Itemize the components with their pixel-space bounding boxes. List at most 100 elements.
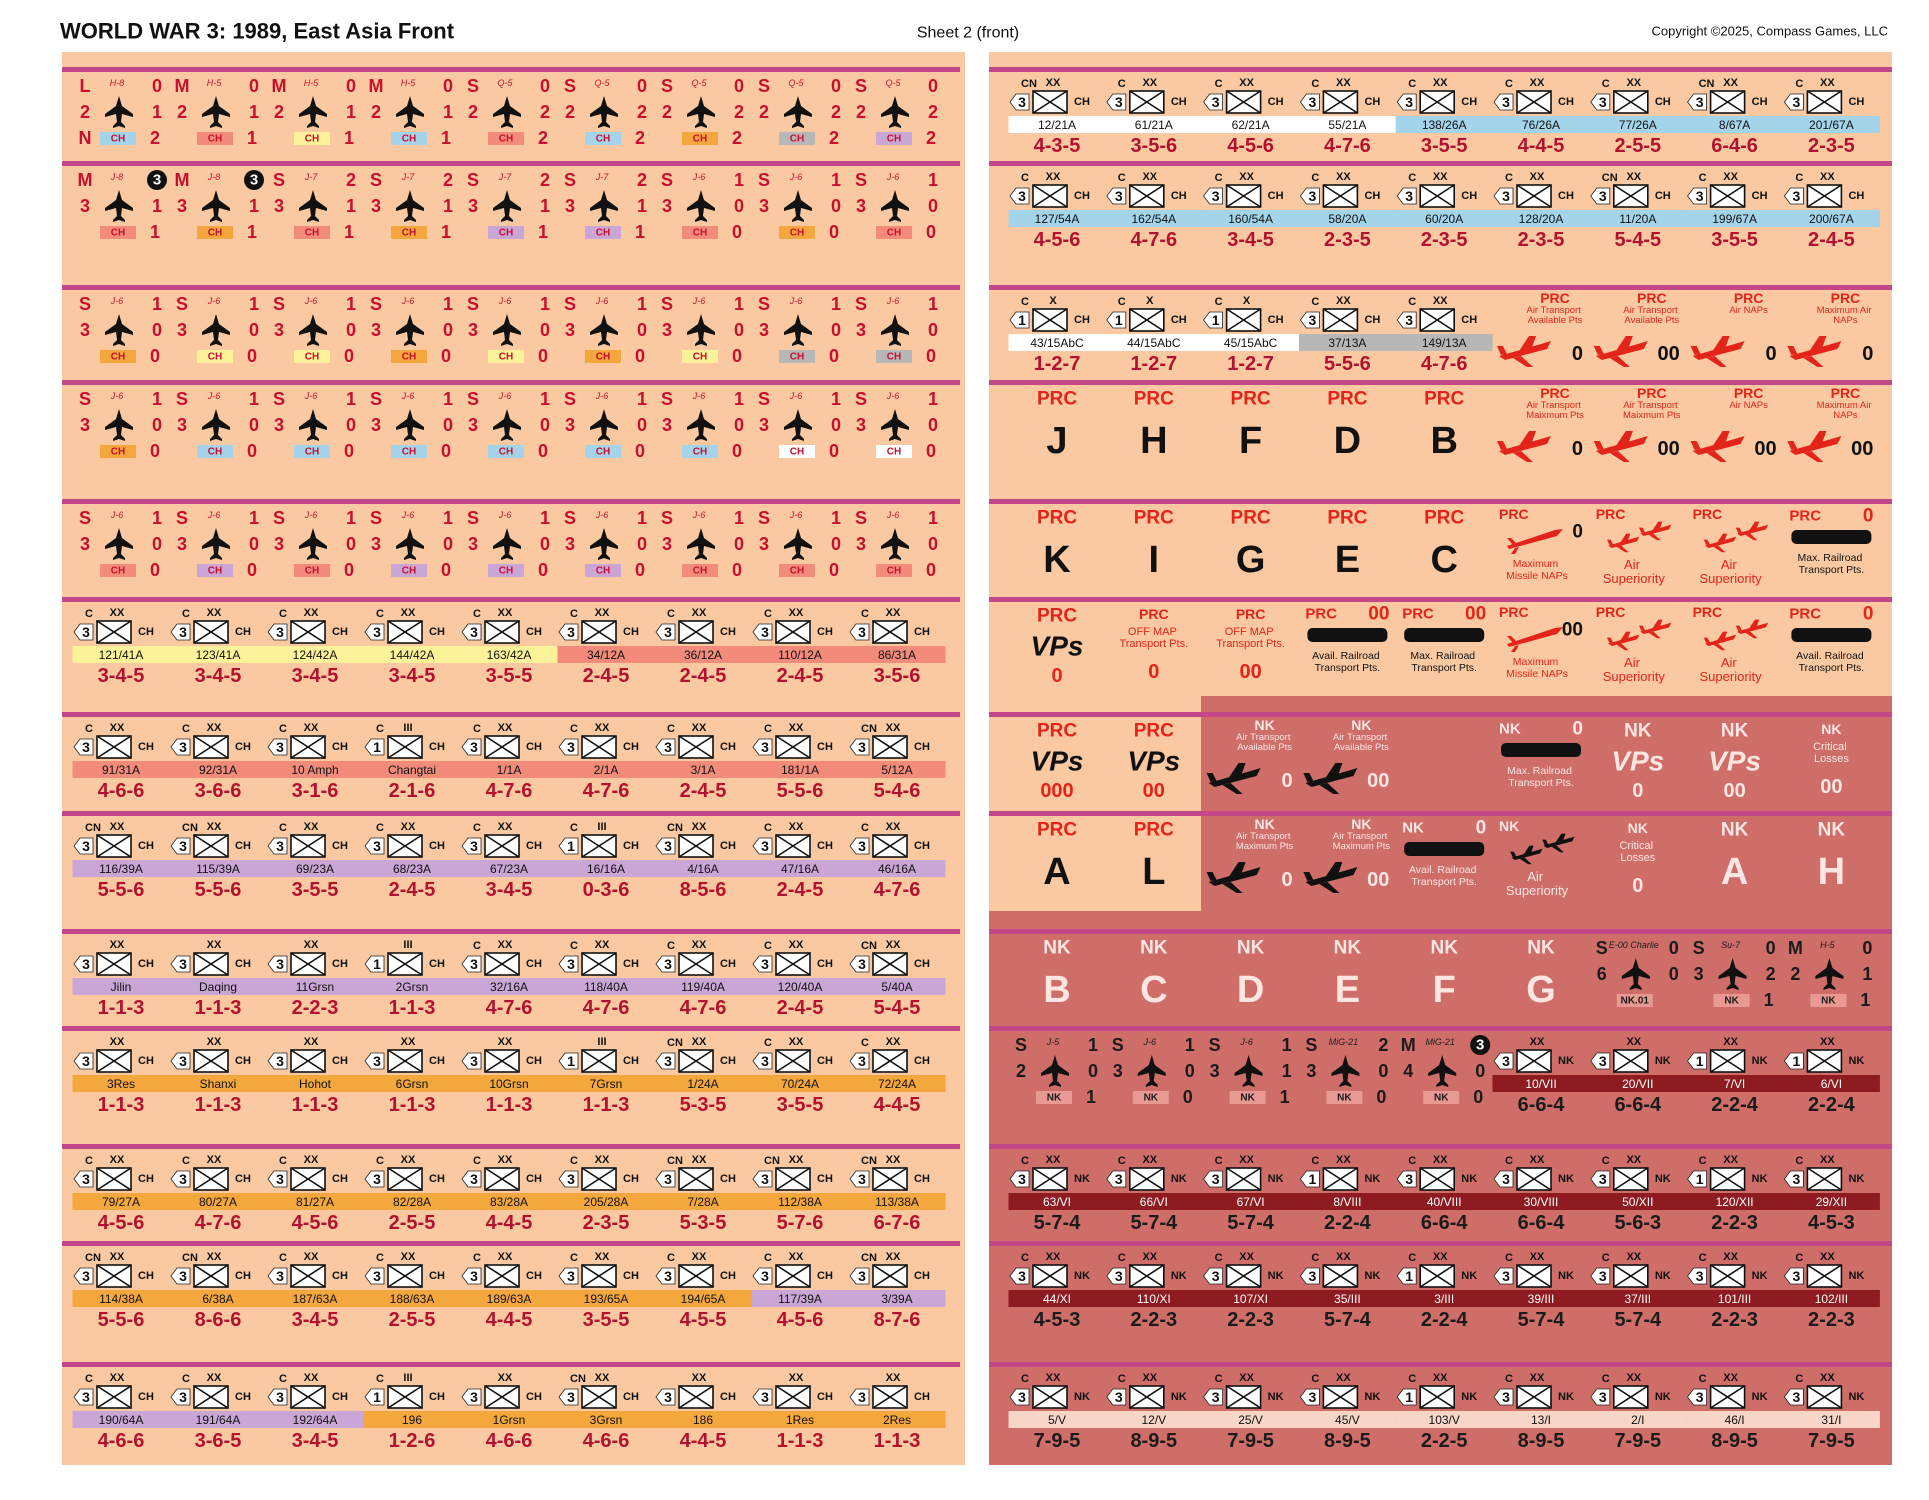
nation: CH — [499, 228, 513, 239]
unit-symbol-x — [96, 1264, 132, 1288]
factors: 5-7-4 — [1130, 1212, 1178, 1234]
row-rule — [62, 929, 960, 934]
air-defense: 0 — [443, 534, 453, 554]
caption: Air Superiority — [1700, 655, 1763, 684]
aircraft — [105, 190, 133, 222]
unit-id: 16/16A — [587, 862, 625, 876]
factors: 6-6-4 — [1614, 1094, 1662, 1116]
strength-tag — [170, 1267, 191, 1285]
air-range: 1 — [443, 294, 453, 314]
unit-symbol-x — [581, 1385, 617, 1409]
id-band — [557, 761, 655, 778]
air-range: 0 — [637, 76, 647, 96]
unit-id: 103/V — [1429, 1413, 1460, 1427]
nation: CH — [208, 566, 222, 577]
unit-type: CN — [667, 1037, 683, 1049]
air-type: S — [661, 170, 673, 190]
unit-size: XX — [1723, 77, 1738, 89]
factors: 8-6-6 — [195, 1309, 242, 1331]
id-band — [1008, 1411, 1106, 1428]
id-band — [1298, 334, 1396, 351]
unit-type: C — [1699, 1252, 1707, 1264]
air-steps: 0 — [829, 560, 839, 580]
air-model: J-6 — [1143, 1037, 1157, 1047]
caption-line: Air Transport — [1526, 400, 1583, 411]
marker-value: 00 — [1562, 620, 1583, 641]
caption-line: Air — [1527, 869, 1547, 884]
factors: 4-7-6 — [1324, 135, 1371, 157]
strength-tag — [1687, 1267, 1707, 1285]
unit-symbol-x — [387, 1385, 423, 1409]
marker-title: VPs — [1611, 746, 1664, 777]
nation: CH — [208, 228, 222, 239]
air-defense: 0 — [928, 196, 938, 216]
air-type: S — [273, 389, 285, 409]
nation: NK — [1268, 1270, 1284, 1282]
nation: NK — [1144, 1093, 1159, 1104]
strength-tag — [1396, 1267, 1417, 1285]
unit-size: XX — [1433, 295, 1448, 307]
factors: 2-4-5 — [680, 665, 727, 687]
air-model: J-6 — [498, 510, 512, 520]
unit-type: C — [1311, 1252, 1319, 1264]
nation-band — [294, 226, 330, 239]
air-steps: 1 — [1086, 1087, 1096, 1107]
strength-tag — [1106, 93, 1127, 111]
nation: CH — [208, 447, 222, 458]
unit-symbol-x — [484, 834, 520, 858]
unit-id: 162/54A — [1131, 212, 1176, 226]
id-band — [266, 1193, 364, 1210]
air-range: 2 — [540, 170, 550, 190]
unit-type: C — [1795, 172, 1803, 184]
unit-id: 6/38A — [202, 1292, 233, 1306]
caption: Air Superiority — [1700, 557, 1763, 586]
unit-type: C — [182, 723, 190, 735]
air-model: J-7 — [595, 172, 609, 182]
unit-size: XX — [1239, 77, 1254, 89]
strength: 3 — [276, 838, 284, 854]
nation: CH — [887, 228, 901, 239]
unit-symbol-x — [1806, 1049, 1842, 1073]
air-defense: 0 — [831, 320, 841, 340]
unit-symbol-x — [1516, 184, 1552, 208]
nation: CH — [1364, 96, 1380, 108]
strength-tag — [1783, 187, 1804, 205]
unit-symbol-x — [872, 952, 908, 976]
id-band — [751, 1193, 849, 1210]
row-rule — [989, 499, 1892, 504]
air-range: 0 — [540, 76, 550, 96]
unit-id: 123/41A — [196, 648, 241, 662]
id-band — [654, 1193, 752, 1210]
factors: 4-7-6 — [583, 780, 630, 802]
unit-symbol-x — [193, 1167, 229, 1191]
marker-title: VPs — [1708, 746, 1761, 777]
unit-symbol-x — [1322, 1385, 1358, 1409]
nation: CH — [332, 1173, 348, 1185]
unit-size: XX — [1046, 1372, 1061, 1384]
nation-band — [1713, 994, 1750, 1007]
strength-tag — [1203, 1388, 1223, 1406]
unit-symbol-x — [581, 735, 617, 759]
unit-symbol-x — [872, 1264, 908, 1288]
unit-size: XX — [304, 1036, 319, 1048]
unit-id: 115/39A — [196, 862, 240, 876]
air-model: H-5 — [207, 78, 222, 88]
strength-tag — [1783, 1388, 1804, 1406]
marker-icon — [1639, 521, 1672, 541]
air-defense: 0 — [1088, 1061, 1098, 1081]
unit-size: XX — [886, 722, 901, 734]
air-attack: 3 — [274, 415, 284, 435]
strength: 3 — [1405, 312, 1413, 328]
factors: 3-4-5 — [195, 665, 242, 687]
unit-size: XX — [886, 1372, 901, 1384]
nation: NK — [1074, 1270, 1090, 1282]
caption-line: Transport Pts. — [1411, 876, 1477, 888]
strength-tag — [1106, 187, 1127, 205]
unit-symbol-x — [678, 1385, 714, 1409]
unit-symbol-x — [96, 1049, 132, 1073]
unit-size: XX — [1336, 1372, 1351, 1384]
nation-band — [585, 226, 621, 239]
strength-tag — [461, 837, 482, 855]
nation: CH — [1268, 314, 1284, 326]
